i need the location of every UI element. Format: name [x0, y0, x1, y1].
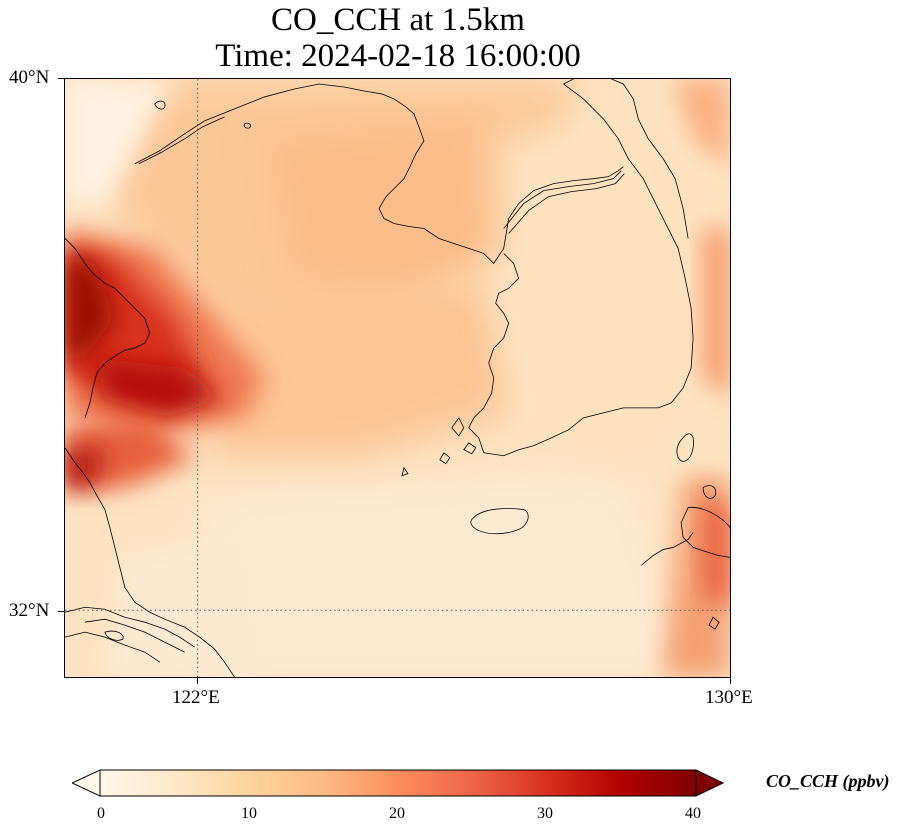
colorbar — [72, 769, 724, 797]
tick-lat-40 — [58, 78, 64, 79]
colorbar-tick-0: 0 — [97, 805, 105, 822]
lon-label-130: 130°E — [705, 687, 753, 708]
colorbar-extend-max — [695, 769, 724, 797]
map-canvas — [65, 79, 730, 677]
plot-title: CO_CCH at 1.5km Time: 2024-02-18 16:00:0… — [0, 2, 796, 74]
colorbar-extend-min — [72, 769, 101, 797]
title-line-time: Time: 2024-02-18 16:00:00 — [215, 38, 581, 74]
colorbar-gradient — [72, 769, 724, 797]
gridlines — [65, 79, 730, 677]
colorbar-label: CO_CCH (ppbv) — [766, 771, 890, 791]
tick-lon-122 — [197, 678, 198, 684]
map-panel — [64, 78, 731, 678]
title-line-variable: CO_CCH at 1.5km — [271, 2, 525, 38]
colorbar-tick-40: 40 — [685, 805, 701, 822]
lat-label-40: 40°N — [9, 67, 50, 88]
lat-label-32: 32°N — [9, 600, 50, 621]
colorbar-tick-30: 30 — [537, 805, 553, 822]
tick-lat-32 — [58, 611, 64, 612]
tick-lon-130 — [730, 678, 731, 684]
colorbar-tick-20: 20 — [389, 805, 405, 822]
colorbar-body — [99, 769, 697, 797]
lon-label-122: 122°E — [172, 687, 220, 708]
colorbar-tick-10: 10 — [241, 805, 257, 822]
concentration-field — [65, 79, 730, 677]
coastlines — [65, 79, 730, 677]
